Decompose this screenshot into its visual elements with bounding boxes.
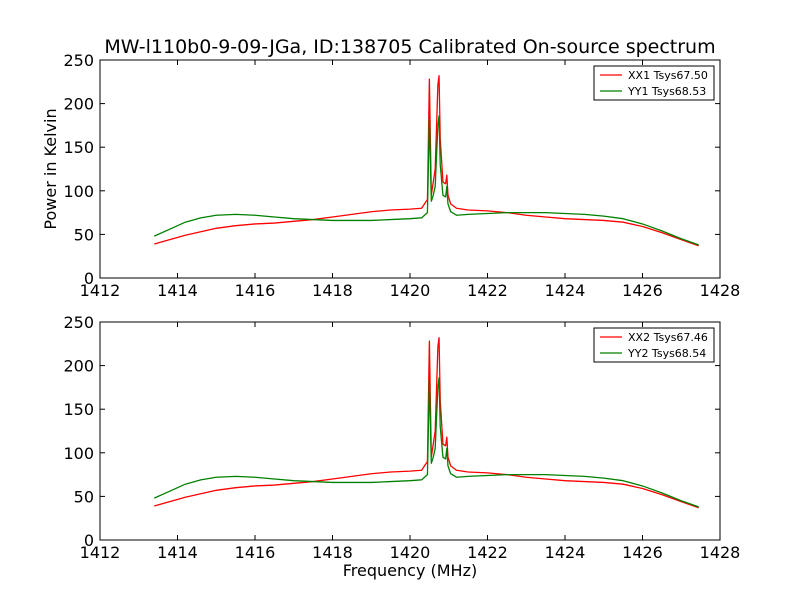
legend-box (593, 65, 715, 101)
x-tick-label: 1420 (390, 543, 431, 562)
y-axis-label: Power in Kelvin (41, 108, 60, 229)
plot-panel-2: 1412 1414 1416 1418 1420 1422 1424 1426 1428 0 50 1… (63, 313, 740, 580)
x-tick-label: 1418 (312, 543, 353, 562)
x-tick-label: 1422 (467, 543, 508, 562)
x-tick-label: 1418 (312, 281, 353, 300)
x-tick-label: 1424 (545, 281, 586, 300)
series-line-xx2 (154, 337, 699, 509)
x-tick-label: 1416 (235, 543, 276, 562)
x-tick-label: 1420 (390, 281, 431, 300)
series-line-yy2 (153, 377, 699, 508)
legend-entry-label: XX1 Tsys67.50 (628, 69, 708, 82)
plots-group: 1412 1414 1416 1418 1420 1422 1424 1426 1428 0 50 1… (41, 51, 740, 580)
y-tick-label: 0 (84, 531, 94, 550)
x-tick-label: 1424 (545, 543, 586, 562)
y-tick-label: 100 (63, 444, 94, 463)
figure-title: MW-l110b0-9-09-JGa, ID:138705 Calibrated… (104, 36, 715, 58)
legend-entry-label: YY1 Tsys68.53 (627, 85, 706, 98)
y-tick-label: 0 (84, 269, 94, 288)
y-tick-label: 50 (74, 487, 94, 506)
series-line-xx1 (154, 75, 699, 247)
x-axis-label: Frequency (MHz) (343, 561, 477, 580)
series-line-yy1 (153, 115, 699, 246)
x-tick-label: 1412 (80, 543, 121, 562)
x-tick-label: 1422 (467, 281, 508, 300)
y-tick-label: 150 (63, 138, 94, 157)
y-tick-label: 50 (74, 225, 94, 244)
y-tick-label: 200 (63, 357, 94, 376)
legend: XX1 Tsys67.50 YY1 Tsys68.53 (593, 65, 715, 101)
legend: XX2 Tsys67.46 YY2 Tsys68.54 (593, 327, 715, 363)
x-tick-label: 1426 (622, 543, 663, 562)
y-tick-label: 250 (63, 51, 94, 70)
x-tick-label: 1414 (157, 543, 198, 562)
x-tick-label: 1428 (700, 281, 741, 300)
legend-entry-label: YY2 Tsys68.54 (627, 347, 706, 360)
x-tick-label: 1426 (622, 281, 663, 300)
y-tick-label: 200 (63, 95, 94, 114)
legend-entry-label: XX2 Tsys67.46 (628, 331, 708, 344)
x-tick-label: 1414 (157, 281, 198, 300)
plot-panel-1: 1412 1414 1416 1418 1420 1422 1424 1426 1428 0 50 1… (41, 51, 740, 300)
legend-box (593, 327, 715, 363)
x-tick-label: 1416 (235, 281, 276, 300)
x-tick-label: 1428 (700, 543, 741, 562)
x-tick-label: 1412 (80, 281, 121, 300)
y-tick-label: 100 (63, 182, 94, 201)
y-tick-label: 250 (63, 313, 94, 332)
y-tick-label: 150 (63, 400, 94, 419)
